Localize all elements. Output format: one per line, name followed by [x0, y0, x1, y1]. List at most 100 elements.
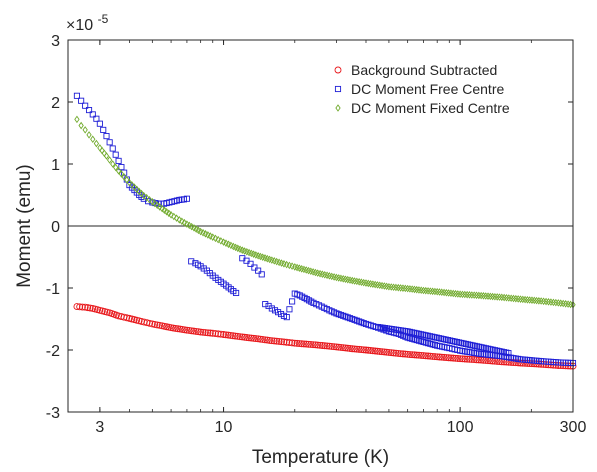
data-point	[431, 353, 439, 361]
legend-marker	[334, 66, 342, 74]
data-point	[413, 351, 421, 359]
data-point	[445, 354, 453, 362]
data-point	[148, 320, 156, 328]
data-point	[309, 341, 317, 349]
data-point	[392, 349, 400, 357]
data-point	[214, 330, 222, 338]
y-axis-exponent-label: ×10 -5	[66, 12, 109, 34]
data-point	[109, 145, 116, 152]
data-point	[204, 329, 212, 337]
data-point	[238, 333, 246, 341]
data-point	[318, 342, 326, 349]
data-point	[250, 334, 258, 342]
data-point	[387, 349, 395, 357]
data-point	[106, 156, 113, 164]
data-point	[339, 344, 347, 352]
data-point	[85, 107, 93, 114]
data-point	[337, 343, 345, 351]
data-point	[251, 264, 258, 271]
data-point	[129, 181, 135, 189]
data-point	[461, 355, 469, 363]
data-point	[254, 335, 262, 343]
data-point	[256, 335, 264, 343]
data-point	[408, 351, 416, 359]
data-point	[422, 352, 430, 360]
series-square	[73, 92, 577, 367]
data-point	[234, 332, 242, 340]
data-point	[247, 334, 255, 342]
data-point	[271, 307, 279, 314]
data-point	[82, 102, 89, 109]
data-point	[330, 343, 338, 351]
data-point	[380, 348, 388, 356]
data-point	[190, 327, 198, 335]
data-point	[258, 271, 265, 278]
data-point	[178, 326, 186, 333]
data-point	[321, 342, 329, 350]
data-point	[222, 331, 230, 339]
data-point	[454, 355, 462, 362]
data-point	[73, 92, 80, 99]
data-point	[259, 336, 267, 343]
data-point	[328, 342, 336, 350]
series-circle	[73, 303, 577, 370]
data-point	[236, 333, 244, 341]
data-point	[288, 339, 296, 347]
data-point	[153, 321, 161, 329]
data-point	[449, 354, 457, 362]
y-exponent-base: ×10	[66, 17, 93, 34]
data-point	[436, 353, 443, 361]
data-point	[433, 353, 441, 361]
legend-marker	[334, 85, 342, 93]
data-point	[188, 258, 195, 265]
data-point	[146, 319, 154, 327]
data-point	[106, 139, 113, 146]
data-point	[93, 115, 100, 122]
data-point	[283, 338, 291, 346]
data-point	[233, 289, 240, 297]
data-point	[357, 346, 365, 354]
data-point	[383, 348, 391, 356]
data-point	[280, 338, 288, 346]
data-point	[167, 324, 175, 332]
data-point	[390, 349, 398, 357]
x-tick-label: 300	[560, 419, 587, 436]
data-point	[268, 305, 275, 312]
data-point	[364, 346, 372, 354]
data-point	[188, 327, 195, 335]
data-point	[261, 336, 269, 344]
series-layer	[73, 92, 577, 370]
data-point	[185, 327, 193, 334]
data-point	[173, 214, 180, 222]
legend-marker	[335, 104, 341, 112]
data-point	[123, 314, 131, 322]
data-point	[176, 216, 182, 224]
data-point	[194, 328, 202, 336]
data-point	[112, 151, 119, 158]
data-point	[179, 217, 185, 226]
data-point	[156, 321, 164, 329]
data-point	[89, 111, 96, 118]
data-point	[136, 187, 142, 196]
data-point	[220, 331, 228, 338]
y-tick-label: 2	[51, 95, 60, 112]
data-point	[181, 326, 189, 334]
data-point	[183, 326, 191, 334]
x-axis-label: Temperature (K)	[252, 447, 389, 468]
data-point	[143, 193, 150, 202]
data-point	[401, 350, 409, 358]
data-point	[131, 183, 138, 191]
data-point	[78, 97, 85, 104]
data-point	[305, 340, 312, 348]
data-point	[90, 135, 96, 143]
legend-entry-label: DC Moment Free Centre	[351, 81, 504, 97]
data-point	[302, 340, 310, 348]
data-point	[275, 337, 283, 345]
data-point	[218, 237, 224, 245]
data-point	[215, 235, 221, 244]
data-point	[316, 341, 324, 349]
data-point	[307, 341, 315, 348]
data-point	[152, 199, 158, 208]
data-point	[399, 350, 407, 358]
